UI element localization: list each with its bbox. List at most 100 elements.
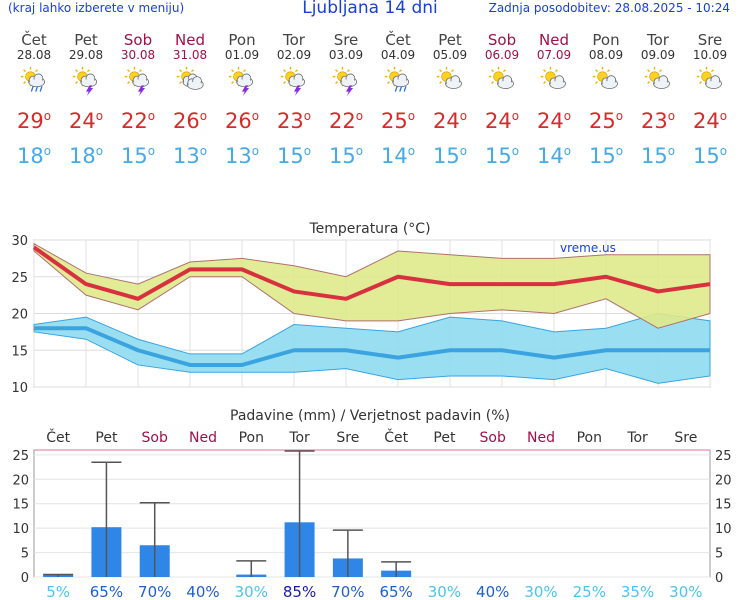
precipitation-y-tick-right: 10 — [715, 522, 732, 537]
precipitation-y-tick-right: 0 — [715, 571, 723, 586]
day-date: 04.09 — [380, 48, 416, 62]
day-date: 30.08 — [120, 48, 156, 62]
precipitation-y-tick-right: 5 — [715, 547, 723, 562]
precipitation-probability: 85% — [283, 583, 316, 600]
day-date: 06.09 — [484, 48, 520, 62]
sun-cloud-rain-icon — [384, 66, 409, 92]
day-date: 07.09 — [536, 48, 572, 62]
precipitation-day-label: Tor — [288, 430, 310, 446]
precipitation-day-label: Ned — [189, 430, 217, 446]
precipitation-y-tick-left: 0 — [21, 571, 29, 586]
precipitation-probability: 70% — [331, 583, 364, 600]
sun-thunderstorm-icon — [332, 66, 357, 96]
min-temperature: 15o — [120, 144, 156, 168]
precipitation-y-tick-left: 20 — [12, 473, 29, 488]
precipitation-probability: 65% — [379, 583, 412, 600]
precipitation-probability: 30% — [669, 583, 702, 600]
max-temperature: 24o — [536, 109, 572, 133]
max-temperature: 26o — [224, 109, 260, 133]
day-date: 08.09 — [588, 48, 624, 62]
day-name: Pet — [438, 31, 462, 49]
temperature-chart-title: Temperatura (°C) — [308, 221, 430, 237]
forecast-day: Sob 06.09 24o 15o — [476, 32, 528, 169]
precipitation-probability: 35% — [621, 583, 654, 600]
max-temperature: 24o — [692, 109, 728, 133]
forecast-day: Ned 31.08 26o 13o — [164, 31, 216, 169]
sun-cloud-rain-icon — [20, 66, 45, 92]
page-header: (kraj lahko izberete v meniju) Ljubljana… — [0, 0, 740, 20]
precipitation-day-label: Pet — [95, 430, 118, 446]
precipitation-probability: 65% — [90, 583, 123, 600]
max-temperature: 24o — [484, 109, 520, 133]
max-temperature: 23o — [640, 109, 676, 133]
day-date: 29.08 — [68, 48, 104, 62]
forecast-day: Pet 05.09 24o 15o — [424, 31, 476, 169]
day-date: 01.09 — [224, 48, 260, 62]
min-temperature: 15o — [692, 144, 728, 168]
day-date: 02.09 — [276, 48, 312, 62]
day-name: Čet — [21, 31, 47, 49]
max-temperature: 25o — [588, 109, 624, 133]
partly-cloudy-icon — [540, 66, 566, 89]
day-name: Pon — [228, 31, 256, 49]
min-temperature-line — [34, 326, 710, 367]
precipitation-probability: 30% — [428, 583, 461, 600]
day-name: Čet — [385, 31, 411, 49]
forecast-day: Sre 10.09 24o 15o — [684, 32, 736, 169]
last-update-timestamp: Zadnja posodobitev: 28.08.2025 - 10:24 — [488, 1, 730, 15]
partly-cloudy-icon — [696, 66, 722, 89]
precipitation-day-label: Sre — [336, 430, 359, 446]
min-temperature: 14o — [380, 144, 416, 168]
precipitation-day-label: Čet — [46, 428, 70, 446]
forecast-day: Pon 08.09 25o 15o — [580, 31, 632, 169]
min-temperature: 15o — [432, 144, 468, 168]
sun-thunderstorm-icon — [124, 66, 149, 96]
min-temperature: 18o — [68, 144, 104, 168]
max-temperature: 24o — [68, 109, 104, 133]
precipitation-y-tick-right: 20 — [715, 473, 732, 488]
location-menu-hint: (kraj lahko izberete v meniju) — [8, 1, 185, 15]
max-temperature-line — [32, 245, 711, 301]
precipitation-probability: 30% — [524, 583, 557, 600]
forecast-day: Čet 04.09 25o 14o — [372, 31, 424, 169]
max-temperature: 26o — [172, 109, 208, 133]
precipitation-day-label: Pet — [433, 430, 456, 446]
day-name: Tor — [647, 31, 669, 49]
max-temperature: 22o — [120, 109, 156, 133]
forecast-day: Tor 09.09 23o 15o — [632, 31, 684, 169]
day-date: 10.09 — [692, 48, 728, 62]
precipitation-probability: 30% — [235, 583, 268, 600]
day-date: 28.08 — [16, 48, 52, 62]
forecast-day: Pon 01.09 26o 13o — [216, 31, 268, 169]
daily-forecast-strip: Čet 28.08 29o 18o Pet 29.08 24o 18o Sob 30.08 22o 1… — [8, 32, 736, 172]
sun-thunderstorm-icon — [228, 66, 253, 96]
forecast-day: Čet 28.08 29o 18o — [8, 31, 60, 169]
forecast-day: Tor 02.09 23o 15o — [268, 32, 320, 169]
min-temperature: 15o — [588, 144, 624, 168]
precipitation-day-label: Sob — [480, 430, 506, 446]
max-temperature: 22o — [328, 109, 364, 133]
sun-thunderstorm-icon — [280, 66, 305, 96]
day-name: Sre — [333, 31, 359, 49]
precipitation-probability: 70% — [138, 583, 171, 600]
day-name: Pet — [74, 31, 98, 49]
min-temperature: 15o — [484, 144, 520, 168]
min-temperature: 13o — [224, 144, 260, 168]
partly-cloudy-icon — [592, 66, 618, 89]
day-name: Ned — [175, 31, 205, 49]
precipitation-probability: 5% — [46, 583, 70, 600]
precipitation-y-tick-left: 5 — [21, 547, 29, 562]
temperature-y-tick: 25 — [11, 271, 28, 286]
precipitation-day-label: Čet — [384, 428, 408, 446]
precipitation-y-tick-right: 25 — [715, 449, 732, 464]
precipitation-probability: 25% — [573, 583, 606, 600]
max-temperature: 29o — [16, 109, 52, 133]
precipitation-day-label: Pon — [577, 430, 602, 446]
sun-thunderstorm-icon — [72, 66, 97, 96]
day-name: Pon — [592, 31, 620, 49]
precipitation-y-tick-left: 10 — [12, 522, 29, 537]
day-date: 05.09 — [432, 48, 468, 62]
precipitation-day-label: Pon — [239, 430, 264, 446]
temperature-y-tick: 30 — [11, 234, 28, 249]
day-date: 31.08 — [172, 48, 208, 62]
